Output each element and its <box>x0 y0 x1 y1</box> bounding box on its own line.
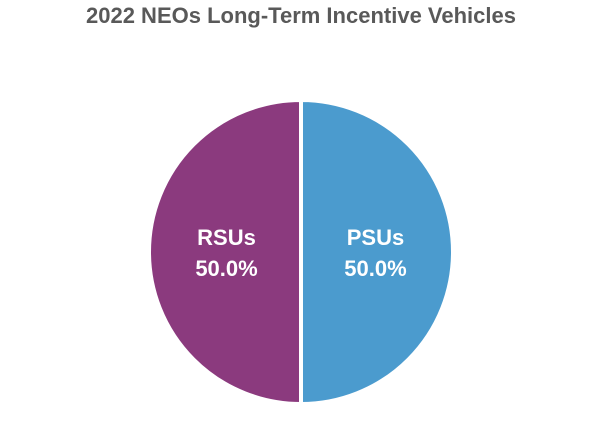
pie-labels: PSUs 50.0% RSUs 50.0% <box>195 225 406 281</box>
slice-name-label-psus: PSUs <box>347 225 404 250</box>
pie-slices <box>147 98 455 406</box>
slice-name-label-rsus: RSUs <box>197 225 256 250</box>
slice-value-label-rsus: 50.0% <box>195 256 257 281</box>
pie-slice-psus <box>299 98 455 406</box>
slice-value-label-psus: 50.0% <box>344 256 406 281</box>
chart-title: 2022 NEOs Long-Term Incentive Vehicles <box>86 3 516 28</box>
pie-slice-rsus <box>147 98 303 406</box>
